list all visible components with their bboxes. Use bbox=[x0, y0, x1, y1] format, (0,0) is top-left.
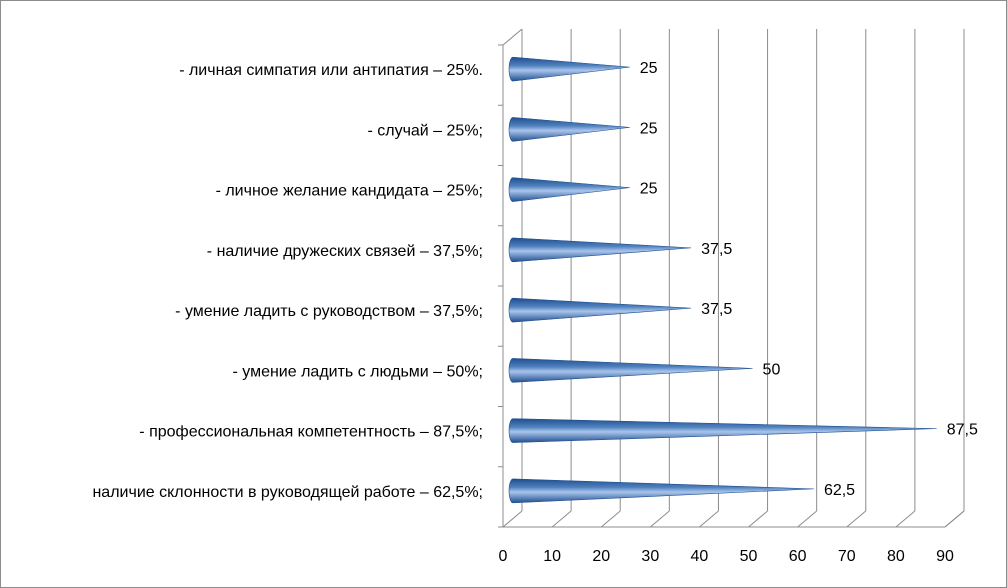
bar-cone bbox=[508, 297, 692, 323]
bar-cone bbox=[508, 117, 630, 142]
floor-right-edge bbox=[944, 510, 965, 528]
x-tick-label: 0 bbox=[499, 548, 508, 565]
data-label: 62,5 bbox=[824, 482, 855, 499]
x-tick-label: 60 bbox=[789, 548, 807, 565]
data-label: 37,5 bbox=[701, 301, 732, 318]
category-label: - умение ладить с людьми – 50%; bbox=[232, 363, 483, 380]
gridlines bbox=[498, 28, 965, 528]
data-label: 25 bbox=[640, 60, 658, 77]
data-labels: 62,5 87,5 50 37,5 37,5 25 25 25 bbox=[640, 60, 978, 499]
x-tick-label: 20 bbox=[592, 548, 610, 565]
floor-line-20 bbox=[600, 510, 621, 528]
bar-cone bbox=[508, 418, 937, 443]
data-label: 87,5 bbox=[947, 422, 978, 439]
bar-cone bbox=[508, 177, 630, 202]
category-label: - личная симпатия или антипатия – 25%. bbox=[179, 62, 483, 79]
floor-line-60 bbox=[797, 510, 817, 528]
floor-line-30 bbox=[650, 510, 670, 528]
x-tick-label: 40 bbox=[691, 548, 709, 565]
floor-line-50 bbox=[748, 510, 768, 528]
data-label: 25 bbox=[640, 181, 658, 198]
category-label: - наличие дружеских связей – 37,5%; bbox=[207, 243, 483, 260]
floor-line-80 bbox=[895, 510, 916, 528]
x-tick-label: 80 bbox=[887, 548, 905, 565]
category-label: - умение ладить с руководством – 37,5%; bbox=[175, 303, 483, 320]
category-label: - профессиональная компетентность – 87,5… bbox=[139, 424, 483, 441]
data-label: 25 bbox=[640, 120, 658, 137]
x-tick-label: 30 bbox=[641, 548, 659, 565]
x-tick-label: 10 bbox=[543, 548, 561, 565]
data-label: 50 bbox=[763, 361, 781, 378]
bar-cone bbox=[508, 56, 630, 82]
category-label: наличие склонности в руководящей работе … bbox=[92, 484, 483, 501]
bar-cone bbox=[508, 478, 814, 504]
floor-line-70 bbox=[846, 510, 867, 528]
bars bbox=[508, 56, 937, 504]
bar-cone bbox=[508, 358, 753, 383]
category-label: - случай – 25%; bbox=[367, 122, 483, 139]
side-wall-top-edge bbox=[502, 28, 523, 46]
floor-line-10 bbox=[551, 510, 572, 528]
category-labels: наличие склонности в руководящей работе … bbox=[92, 62, 483, 501]
bar-cone bbox=[508, 237, 692, 263]
x-tick-label: 50 bbox=[740, 548, 758, 565]
category-label: - личное желание кандидата – 25%; bbox=[216, 183, 483, 200]
floor-line-40 bbox=[699, 510, 719, 528]
floor-line-0 bbox=[502, 510, 523, 528]
x-axis-tick-labels: 0 10 20 30 40 50 60 70 80 90 bbox=[499, 548, 954, 565]
data-label: 37,5 bbox=[701, 241, 732, 258]
x-tick-label: 90 bbox=[936, 548, 954, 565]
x-tick-label: 70 bbox=[838, 548, 856, 565]
